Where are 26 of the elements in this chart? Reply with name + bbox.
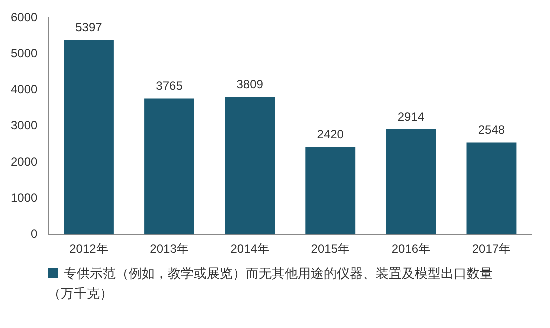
y-tick-label: 3000: [10, 118, 38, 133]
legend-label: 专供示范（例如，教学或展览）而无其他用途的仪器、装置及模型出口数量（万千克）: [48, 266, 493, 301]
data-label: 3809: [236, 78, 264, 92]
y-tick-label: 2000: [10, 154, 38, 169]
y-tick-label: 5000: [10, 46, 38, 61]
bar: [225, 97, 276, 235]
bar: [144, 98, 194, 235]
data-label: 5397: [76, 20, 103, 34]
data-label: 3765: [156, 79, 184, 94]
y-tick-label: 4000: [10, 82, 38, 97]
y-tick-label: 0: [31, 226, 38, 241]
bar: [306, 147, 356, 235]
data-label: 2548: [478, 123, 506, 138]
y-tick-label: 6000: [10, 10, 38, 25]
y-tick-label: 1000: [10, 190, 38, 205]
x-tick-label: 2017年: [472, 242, 512, 256]
data-label: 2420: [317, 128, 344, 142]
bar: [64, 40, 114, 235]
bar: [386, 130, 436, 235]
x-tick-label: 2014年: [230, 242, 270, 256]
bar: [466, 142, 517, 235]
x-tick-label: 2016年: [392, 242, 431, 256]
data-label: 2914: [398, 110, 425, 124]
x-tick-label: 2013年: [150, 242, 189, 256]
x-tick-label: 2012年: [70, 242, 108, 256]
x-tick-label: 2015年: [311, 242, 350, 256]
